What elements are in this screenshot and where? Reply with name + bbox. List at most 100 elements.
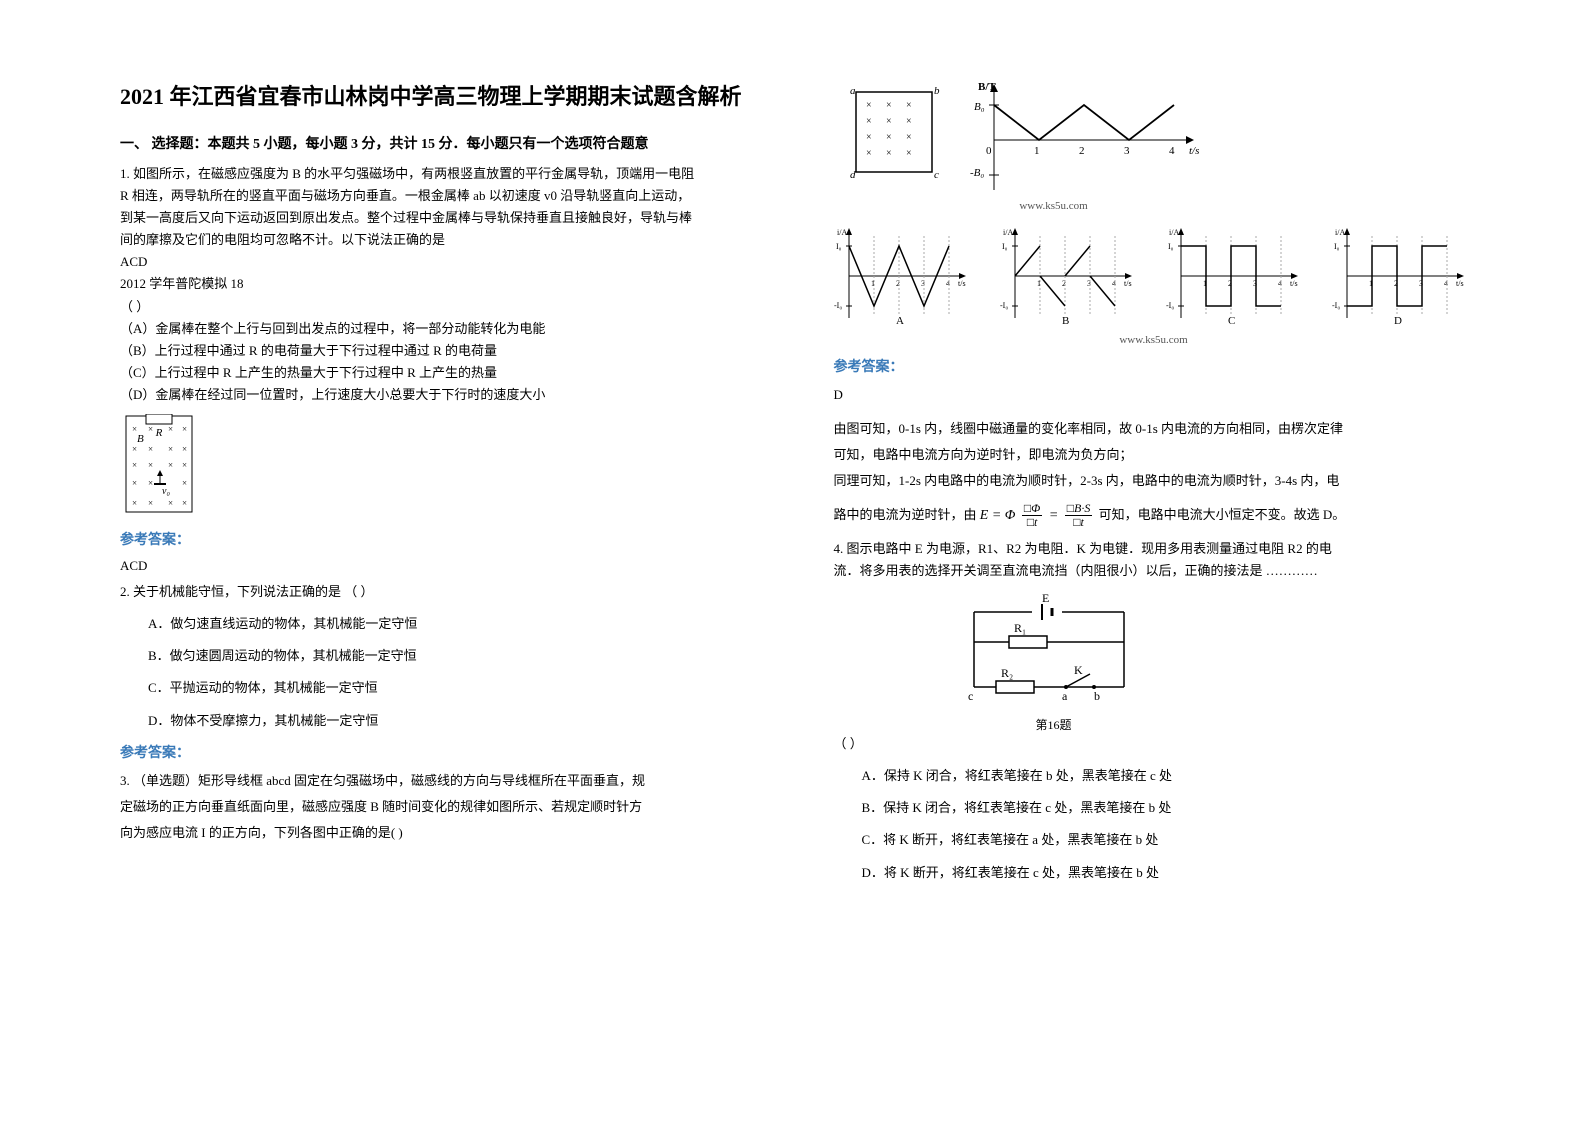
svg-text:E: E — [1042, 592, 1049, 605]
svg-text:×: × — [886, 132, 892, 143]
q1-answer-label: 参考答案： — [120, 529, 754, 549]
q4-circuit-diagram: E R₁ R₂ K c a b — [954, 592, 1468, 712]
chart-B: i/At/s I₀-I₀ 1234 B — [1000, 226, 1135, 326]
q4-optD: D．将 K 断开，将红表笔接在 c 处，黑表笔接在 b 处 — [862, 862, 1468, 884]
svg-text:×: × — [132, 498, 137, 508]
svg-text:×: × — [148, 444, 153, 454]
q1-line2: R 相连，两导轨所在的竖直平面与磁场方向垂直。一根金属棒 ab 以初速度 v0 … — [120, 185, 754, 207]
expl-line1: 由图可知，0-1s 内，线圈中磁通量的变化率相同，故 0-1s 内电流的方向相同… — [834, 416, 1468, 442]
svg-text:t/s: t/s — [1189, 145, 1199, 157]
b-t-chart: B/T t/s B₀ -B₀ 1 2 3 4 0 — [964, 80, 1204, 200]
q1-optC: （C）上行过程中 R 上产生的热量大于下行过程中 R 上产生的热量 — [120, 362, 754, 384]
svg-text:×: × — [132, 444, 137, 454]
svg-text:2: 2 — [1079, 145, 1085, 157]
svg-text:×: × — [168, 444, 173, 454]
svg-text:×: × — [182, 498, 187, 508]
svg-text:c: c — [934, 169, 939, 181]
expl4-pre: 路中的电流为逆时针，由 — [834, 507, 977, 522]
svg-text:-I₀: -I₀ — [834, 301, 842, 310]
frac1: □Φ □t — [1022, 502, 1042, 529]
q3-body: 3. （单选题）矩形导线框 abcd 固定在匀强磁场中，磁感线的方向与导线框所在… — [120, 768, 754, 846]
svg-text:t/s: t/s — [1290, 279, 1298, 288]
svg-text:I₀: I₀ — [836, 242, 842, 251]
svg-text:I₀: I₀ — [1334, 242, 1340, 251]
svg-text:×: × — [182, 444, 187, 454]
frac1-num: □Φ — [1022, 502, 1042, 516]
url-1: www.ks5u.com — [894, 200, 1214, 212]
svg-text:A: A — [896, 315, 904, 326]
svg-text:×: × — [866, 116, 872, 127]
svg-text:a: a — [1062, 689, 1068, 703]
svg-text:i/A: i/A — [1003, 228, 1013, 237]
svg-text:i/A: i/A — [1335, 228, 1345, 237]
q1-line5: ACD — [120, 251, 754, 273]
expl4-post: 可知，电路中电流大小恒定不变。故选 D。 — [1099, 507, 1346, 522]
q4-body: 4. 图示电路中 E 为电源，R1、R2 为电阻．K 为电键．现用多用表测量通过… — [834, 538, 1468, 582]
svg-text:t/s: t/s — [958, 279, 966, 288]
exam-title: 2021 年江西省宜春市山林岗中学高三物理上学期期末试题含解析 — [120, 80, 754, 113]
q3-answer-label: 参考答案： — [834, 356, 1468, 376]
svg-text:i/A: i/A — [837, 228, 847, 237]
svg-text:×: × — [886, 100, 892, 111]
svg-text:1: 1 — [1034, 145, 1040, 157]
svg-text:×: × — [168, 460, 173, 470]
frac1-den: □t — [1022, 516, 1042, 529]
svg-text:×: × — [182, 478, 187, 488]
svg-text:-I₀: -I₀ — [1332, 301, 1340, 310]
url-2: www.ks5u.com — [1034, 334, 1274, 346]
svg-text:a: a — [850, 85, 856, 97]
expl-line3: 同理可知，1-2s 内电路中的电流为顺时针，2-3s 内，电路中的电流为顺时针，… — [834, 468, 1468, 494]
svg-text:t/s: t/s — [1124, 279, 1132, 288]
q2-answer-label: 参考答案： — [120, 742, 754, 762]
svg-text:×: × — [168, 498, 173, 508]
q2-optC: C．平抛运动的物体，其机械能一定守恒 — [148, 677, 754, 699]
svg-text:×: × — [132, 478, 137, 488]
q2-optD: D．物体不受摩擦力，其机械能一定守恒 — [148, 710, 754, 732]
expl-line2: 可知，电路中电流方向为逆时针，即电流为负方向； — [834, 442, 1468, 468]
q2-optA: A．做匀速直线运动的物体，其机械能一定守恒 — [148, 613, 754, 635]
chart-C: i/At/s I₀-I₀ 1234 C — [1166, 226, 1301, 326]
q4-line1: 4. 图示电路中 E 为电源，R1、R2 为电阻．K 为电键．现用多用表测量通过… — [834, 538, 1468, 560]
svg-text:c: c — [968, 689, 973, 703]
q3-line3: 向为感应电流 I 的正方向，下列各图中正确的是( ) — [120, 820, 754, 846]
svg-text:K: K — [1074, 663, 1083, 677]
svg-text:B/T: B/T — [978, 81, 996, 93]
svg-text:×: × — [906, 148, 912, 159]
chart-A: i/At/s I₀-I₀ 1234 A — [834, 226, 969, 326]
q3-line2: 定磁场的正方向垂直纸面向里，磁感应强度 B 随时间变化的规律如图所示、若规定顺时… — [120, 794, 754, 820]
formula-eq: = — [1049, 508, 1062, 523]
formula-lhs: E = Φ — [980, 508, 1016, 523]
q1-line6: 2012 学年普陀模拟 18 — [120, 273, 754, 295]
q1-line1: 1. 如图所示，在磁感应强度为 B 的水平匀强磁场中，有两根竖直放置的平行金属导… — [120, 163, 754, 185]
svg-text:b: b — [934, 85, 940, 97]
q4-figure-label: 第16题 — [974, 716, 1134, 733]
q1-optB: （B）上行过程中通过 R 的电荷量大于下行过程中通过 R 的电荷量 — [120, 340, 754, 362]
q1-line3: 到某一高度后又向下运动返回到原出发点。整个过程中金属棒与导轨保持垂直且接触良好，… — [120, 207, 754, 229]
q3-line1: 3. （单选题）矩形导线框 abcd 固定在匀强磁场中，磁感线的方向与导线框所在… — [120, 768, 754, 794]
frac2-den: □t — [1065, 516, 1093, 529]
svg-text:R₂: R₂ — [1001, 666, 1013, 680]
q2-optB: B．做匀速圆周运动的物体，其机械能一定守恒 — [148, 645, 754, 667]
svg-text:3: 3 — [1124, 145, 1130, 157]
svg-text:×: × — [886, 116, 892, 127]
svg-text:×: × — [866, 100, 872, 111]
svg-text:b: b — [1094, 689, 1100, 703]
svg-text:×: × — [148, 478, 153, 488]
q1-line4: 间的摩擦及它们的电阻均可忽略不计。以下说法正确的是 — [120, 229, 754, 251]
svg-text:D: D — [1394, 315, 1402, 326]
q1-line7: （ ） — [120, 296, 754, 318]
coil-icon: a b c d ××× ××× ××× ××× — [844, 80, 944, 190]
q1-answer: ACD — [120, 555, 754, 577]
q1-optD: （D）金属棒在经过同一位置时，上行速度大小总要大于下行时的速度大小 — [120, 384, 754, 406]
svg-text:C: C — [1228, 315, 1235, 326]
q4-line2: 流．将多用表的选择开关调至直流电流挡（内阻很小）以后，正确的接法是 ………… — [834, 560, 1468, 582]
q4-paren: （ ） — [834, 733, 1468, 755]
svg-text:×: × — [866, 148, 872, 159]
svg-text:R₁: R₁ — [1014, 621, 1026, 635]
q3-answer-letter: D — [834, 382, 1468, 408]
svg-text:R: R — [155, 427, 163, 439]
svg-text:0: 0 — [986, 145, 992, 157]
svg-text:d: d — [850, 169, 856, 181]
svg-text:i/A: i/A — [1169, 228, 1179, 237]
svg-text:-I₀: -I₀ — [1166, 301, 1174, 310]
